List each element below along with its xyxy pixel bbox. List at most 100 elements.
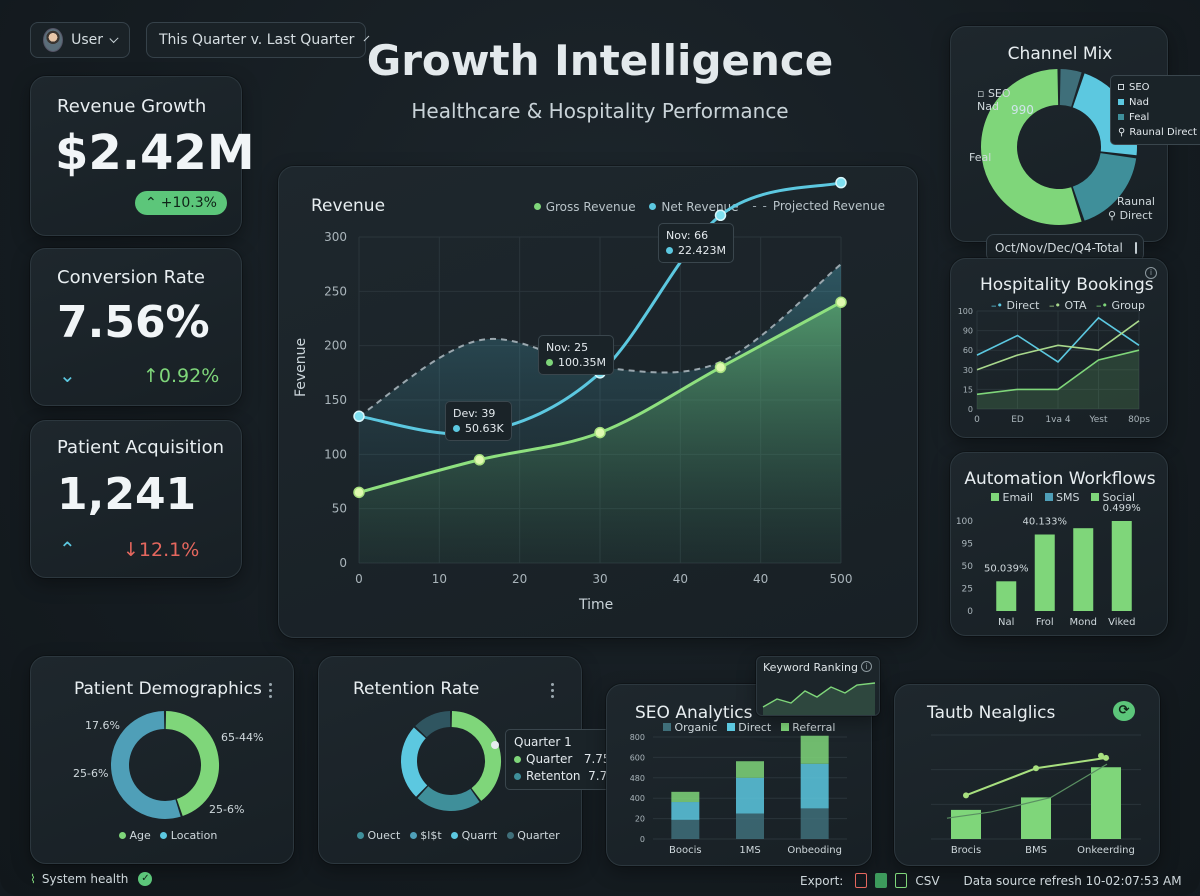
arrow-up-icon: ⌃ bbox=[145, 195, 157, 211]
revenue-chart-card: Revenue Gross Revenue Net Revenue - - Pro… bbox=[278, 166, 918, 638]
donut-segment bbox=[401, 727, 428, 797]
label-raunal: Raunal bbox=[1117, 195, 1155, 208]
x-tick-label: 40 bbox=[673, 572, 688, 586]
period-label: This Quarter v. Last Quarter bbox=[159, 32, 355, 48]
kpi-conversion-card[interactable]: Conversion Rate 7.56% ⌄ ↑0.92% bbox=[30, 248, 242, 406]
seo-legend: Organic Direct Referral bbox=[663, 721, 835, 734]
tautb-card: Tautb Nealglics ⟳ Brocis BMS Onkeerding bbox=[894, 684, 1160, 866]
card-title: Patient Demographics bbox=[74, 679, 262, 699]
y-tick-label: 600 bbox=[630, 753, 645, 762]
bar bbox=[1091, 767, 1121, 839]
seo-chart: 0 20 400 480 600 800 Boocis 1MS Onbeoding bbox=[630, 733, 847, 856]
chart-tooltip: Nov: 25 100.35M bbox=[538, 335, 614, 375]
gross-point bbox=[714, 361, 727, 374]
more-menu-icon[interactable] bbox=[551, 683, 555, 701]
series-line bbox=[976, 349, 1140, 396]
kpi-title: Revenue Growth bbox=[57, 96, 207, 117]
channel-legend-tooltip: SEO Nad Feal ⚲ Raunal Direct bbox=[1110, 75, 1200, 145]
kpi-title: Conversion Rate bbox=[57, 267, 205, 288]
period-select[interactable]: This Quarter v. Last Quarter bbox=[146, 22, 370, 58]
page-title: Growth Intelligence bbox=[366, 36, 834, 85]
stacked-bar-segment bbox=[800, 735, 829, 764]
demographics-donut bbox=[111, 711, 219, 819]
y-tick-label: 0 bbox=[640, 835, 645, 844]
stacked-bar-segment bbox=[671, 802, 700, 820]
label-seo: ▫ SEO bbox=[977, 87, 1011, 100]
stacked-bar-segment bbox=[800, 763, 829, 809]
info-icon[interactable]: i bbox=[1145, 267, 1157, 279]
x-tick-label: 1MS bbox=[739, 845, 760, 856]
y-tick-label: 20 bbox=[635, 815, 645, 824]
series-line bbox=[976, 320, 1140, 371]
kpi-value: 7.56% bbox=[57, 297, 210, 348]
chevron-up-icon[interactable]: ⌃ bbox=[59, 537, 76, 561]
user-label: User bbox=[71, 32, 104, 48]
x-tick-label: 1va 4 bbox=[1045, 415, 1070, 425]
csv-export-icon[interactable] bbox=[895, 873, 908, 888]
kpi-title: Patient Acquisition bbox=[57, 437, 224, 458]
check-circle-icon: ✓ bbox=[138, 872, 153, 886]
card-title: Hospitality Bookings bbox=[980, 275, 1154, 295]
channel-mix-card: Channel Mix ▫ SEO Nad 990 Feal Raunal ⚲ … bbox=[950, 26, 1200, 242]
data-label: 50.039% bbox=[984, 563, 1029, 574]
automation-legend: Email SMS Social bbox=[991, 491, 1135, 504]
y-tick-label: 0 bbox=[968, 405, 973, 414]
legend-projected: Projected Revenue bbox=[772, 199, 885, 213]
x-tick-label: 80ps bbox=[1128, 415, 1150, 425]
x-tick-label: 0 bbox=[974, 415, 980, 425]
more-menu-icon[interactable] bbox=[269, 683, 273, 701]
keyword-sparkline bbox=[762, 682, 876, 715]
kpi-delta: ↓12.1% bbox=[123, 539, 200, 561]
automation-chart: 0 25 50 95 100 Nal 50.039% Frol 40.133% Mond Viked… bbox=[956, 503, 1141, 628]
kpi-delta: +10.3% bbox=[160, 195, 217, 211]
x-tick-label: 30 bbox=[592, 572, 607, 586]
kpi-patients-card[interactable]: Patient Acquisition 1,241 ⌃ ↓12.1% bbox=[30, 420, 242, 578]
gross-point bbox=[594, 426, 606, 439]
demo-label: 17.6% bbox=[85, 719, 120, 732]
user-menu[interactable]: User bbox=[30, 22, 130, 58]
card-title: Keyword Ranking bbox=[763, 661, 858, 674]
y-tick-label: 100 bbox=[324, 447, 347, 461]
kpi-revenue-card[interactable]: Revenue Growth $2.42M ⌃ +10.3% bbox=[30, 76, 255, 236]
retention-card: Retention Rate Quarter 1 Quarter 7.75% R… bbox=[318, 656, 636, 864]
card-title: Tautb Nealglics bbox=[927, 703, 1056, 723]
label-feal: Feal bbox=[969, 151, 992, 164]
excel-export-icon[interactable] bbox=[875, 873, 888, 888]
retention-donut bbox=[401, 711, 501, 811]
donut-segment bbox=[417, 785, 480, 811]
bar bbox=[996, 581, 1017, 611]
chevron-down-icon[interactable]: ⌄ bbox=[59, 363, 76, 387]
net-point bbox=[835, 176, 847, 189]
system-health[interactable]: ⌇ System health ✓ bbox=[30, 872, 153, 886]
export-label: Export: bbox=[800, 873, 844, 888]
page-subtitle: Healthcare & Hospitality Performance bbox=[411, 99, 789, 123]
gross-point bbox=[835, 296, 847, 308]
data-label: 0.499% bbox=[1103, 503, 1141, 514]
x-tick-label: 40 bbox=[753, 572, 768, 586]
refresh-status: Data source refresh 10-02:07:53 AM bbox=[963, 873, 1182, 888]
bar bbox=[1073, 528, 1094, 611]
x-tick-label: Onkeerding bbox=[1077, 845, 1135, 856]
chat-icon[interactable]: ⟳ bbox=[1113, 701, 1135, 721]
demo-legend: Age Location bbox=[119, 829, 217, 842]
y-tick-label: 100 bbox=[958, 307, 973, 316]
keyword-ranking-card[interactable]: Keyword Ranking i bbox=[756, 656, 880, 716]
donut-segment bbox=[165, 711, 219, 817]
hospitality-legend: –• Direct –• OTA –• Group bbox=[991, 299, 1145, 312]
chart-tooltip: Nov: 66 22.423M bbox=[658, 223, 734, 263]
info-icon[interactable]: i bbox=[861, 661, 872, 672]
stacked-bar-segment bbox=[800, 808, 829, 839]
y-tick-label: 400 bbox=[630, 794, 645, 803]
retention-legend: Ouect $l$t Quarrt Quarter bbox=[357, 829, 560, 842]
pdf-export-icon[interactable] bbox=[855, 873, 868, 888]
calendar-icon bbox=[1134, 242, 1137, 254]
stacked-bar-segment bbox=[736, 777, 764, 814]
bar bbox=[951, 809, 981, 839]
trend-point bbox=[1103, 754, 1109, 761]
arrow-up-icon: ↑ bbox=[143, 365, 159, 387]
csv-export-button[interactable]: CSV bbox=[915, 873, 940, 888]
kpi-delta: ↑0.92% bbox=[143, 365, 220, 387]
secondary-line bbox=[946, 763, 1108, 819]
retention-marker bbox=[491, 741, 499, 749]
